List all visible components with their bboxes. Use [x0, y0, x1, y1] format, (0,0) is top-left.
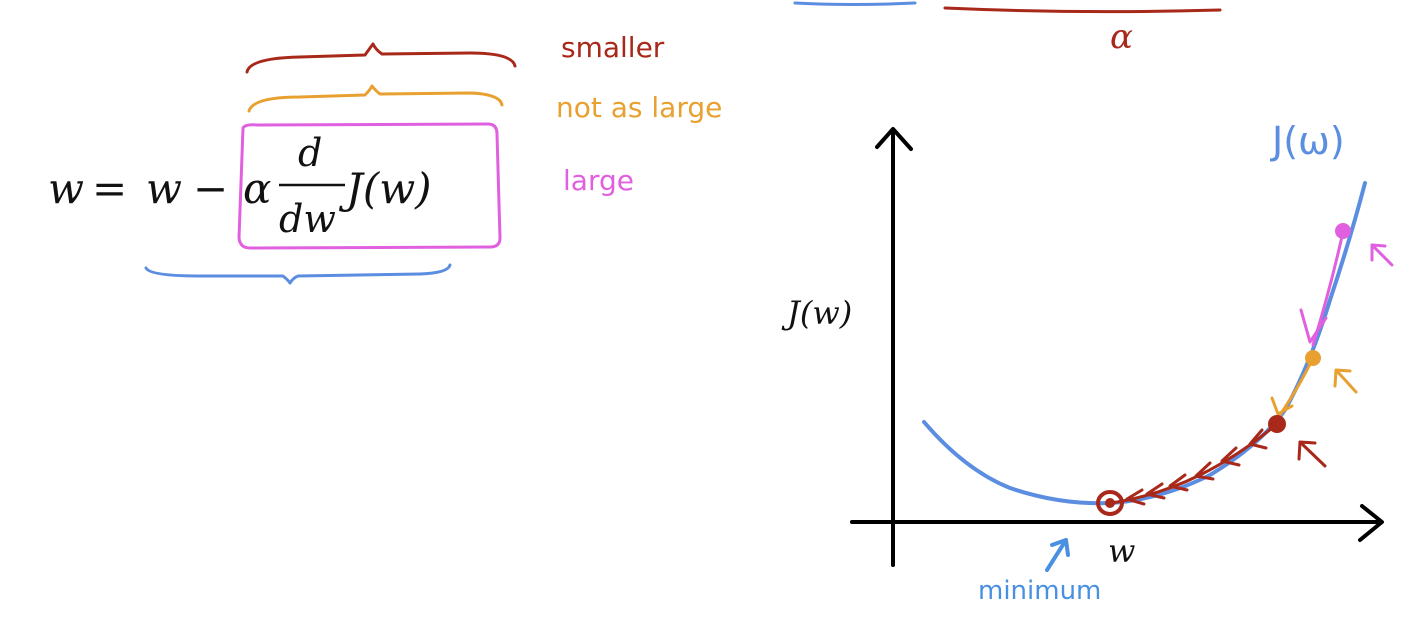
equation-lhs: w [48, 164, 84, 213]
equation-function: J(w) [338, 164, 432, 213]
top-blue-stroke [793, 1, 917, 6]
equation-numerator: d [298, 131, 322, 175]
label-smaller: smaller [561, 31, 665, 64]
step-smaller-arrow-6 [1125, 488, 1146, 506]
label-large: large [563, 164, 634, 197]
pointer-not-as-large [1333, 368, 1358, 394]
label-not-as-large: not as large [556, 91, 722, 124]
step-not-as-large-arrowhead [1270, 396, 1294, 416]
point-not-as-large [1305, 350, 1321, 366]
minimum-pointer-arrow [1045, 538, 1070, 572]
equation-alpha: α [243, 164, 271, 213]
top-red-stroke [943, 6, 1222, 14]
large-term-box [237, 122, 502, 250]
alpha-top-label: α [1110, 17, 1133, 57]
step-smaller-path [1110, 422, 1279, 505]
step-smaller-arrow-1 [1248, 428, 1268, 450]
step-smaller-arrow-5 [1145, 482, 1166, 500]
brace-smaller [245, 42, 517, 74]
step-large-arrowhead [1299, 308, 1328, 344]
cost-curve [922, 181, 1367, 506]
label-minimum: minimum [978, 576, 1101, 606]
x-axis-label: w [1108, 532, 1135, 570]
step-smaller-arrow-4 [1168, 473, 1189, 492]
step-not-as-large-path [1278, 358, 1314, 417]
curve-label: J(ω) [1270, 119, 1345, 163]
pointer-smaller [1297, 440, 1327, 468]
point-smaller [1268, 415, 1286, 433]
step-smaller-arrow-2 [1220, 446, 1241, 467]
equation-minus: − [193, 164, 228, 213]
brace-not-as-large [247, 84, 504, 113]
step-smaller-arrow-3 [1194, 461, 1215, 481]
point-minimum [1096, 490, 1124, 516]
point-large [1335, 223, 1351, 239]
equation-equals: = [92, 164, 127, 213]
point-minimum-center [1105, 498, 1115, 508]
y-axis-arrowhead [875, 127, 913, 151]
x-axis-arrowhead [1358, 504, 1384, 542]
y-axis-label: J(w) [781, 294, 852, 332]
equation-denominator: dw [279, 197, 336, 241]
pointer-large [1370, 243, 1394, 267]
equation-w: w [146, 164, 182, 213]
brace-under-equation [144, 263, 452, 285]
